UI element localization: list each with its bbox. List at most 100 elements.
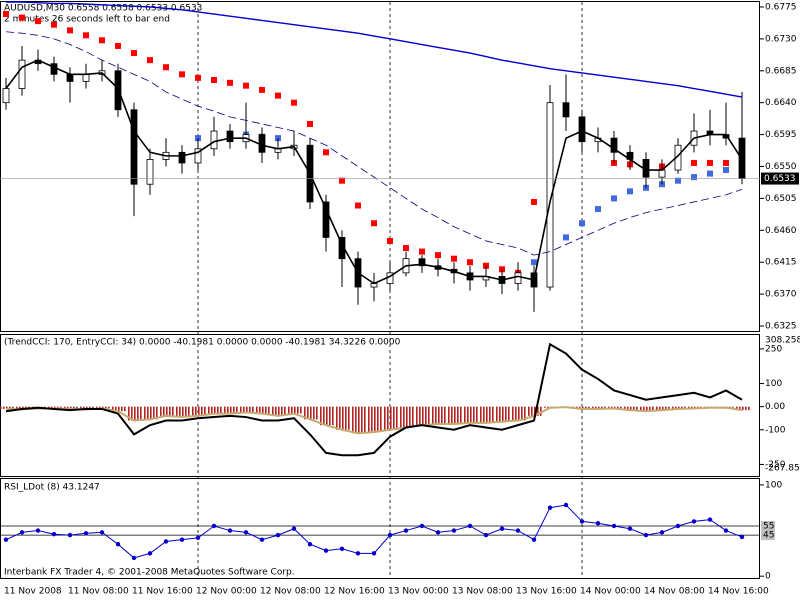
histogram-bar	[659, 406, 661, 411]
histogram-bar	[76, 406, 78, 409]
y-tick-label: 0.6595	[765, 130, 797, 140]
histogram-bar	[598, 406, 600, 409]
chart-title: RSI_LDot (8) 43.1247	[4, 483, 100, 493]
marker	[243, 82, 249, 89]
y-tick-label: 0	[765, 572, 771, 582]
histogram-bar	[739, 406, 741, 411]
histogram-bar	[470, 406, 472, 423]
histogram-bar	[307, 406, 309, 420]
marker	[531, 198, 537, 205]
histogram-bar	[3, 406, 5, 409]
marker	[307, 120, 313, 127]
marker	[355, 202, 361, 209]
histogram-bar	[406, 406, 408, 428]
histogram-bar	[332, 406, 334, 426]
rsi-dot	[259, 537, 265, 542]
rsi-dot	[19, 530, 25, 535]
rsi-panel	[0, 478, 760, 579]
y-tick-label: 250	[765, 344, 782, 354]
rsi-dot	[659, 530, 665, 535]
marker	[19, 14, 25, 21]
rsi-dot	[723, 528, 729, 533]
marker	[531, 259, 537, 266]
histogram-bar	[489, 406, 491, 423]
marker	[451, 255, 457, 262]
histogram-bar	[640, 406, 642, 412]
histogram-bar	[409, 406, 411, 428]
histogram-bar	[195, 406, 197, 416]
histogram-bar	[9, 406, 11, 409]
histogram-outline	[5, 406, 743, 435]
histogram-bar	[272, 406, 274, 416]
cci-line	[5, 342, 743, 457]
histogram-bar	[227, 406, 229, 414]
histogram-bar	[454, 406, 456, 424]
histogram-bar	[646, 406, 648, 412]
histogram-bar	[595, 406, 597, 409]
histogram-bar	[208, 406, 210, 414]
histogram-bar	[432, 406, 434, 424]
histogram-bar	[361, 406, 363, 434]
histogram-bar	[422, 406, 424, 426]
y-tick-label: 0.6325	[765, 322, 797, 332]
histogram-bar	[534, 406, 536, 416]
price-panel	[0, 1, 760, 332]
x-tick-label: 14 Nov 00:00	[580, 587, 641, 597]
histogram-bar	[124, 406, 126, 412]
histogram-bar	[278, 406, 280, 416]
histogram-bar	[512, 406, 514, 421]
histogram-bar	[499, 406, 501, 422]
histogram-bar	[662, 406, 664, 411]
marker	[723, 159, 729, 166]
histogram-bar	[220, 406, 222, 414]
histogram-bar	[364, 406, 366, 434]
marker	[691, 174, 697, 181]
histogram-bar	[64, 406, 66, 409]
histogram-bar	[656, 406, 658, 411]
rsi-dot	[547, 505, 553, 510]
histogram-bar	[6, 406, 8, 409]
histogram-bar	[166, 406, 168, 416]
histogram-bar	[179, 406, 181, 418]
candle-body	[2, 88, 10, 104]
chart-subtitle: 2 minutes 26 seconds left to bar end	[4, 15, 170, 25]
histogram-bar	[473, 406, 475, 423]
histogram-bar	[265, 406, 267, 414]
y-tick-label: 100	[765, 480, 782, 490]
marker	[259, 86, 265, 93]
histogram-bar	[540, 406, 542, 416]
x-tick-label: 12 Nov 16:00	[324, 587, 385, 597]
rsi-dot	[275, 532, 281, 538]
rsi-dot	[115, 542, 121, 547]
histogram-bar	[748, 406, 750, 411]
marker	[387, 237, 393, 244]
rsi-dot	[419, 523, 425, 529]
histogram-bar	[419, 406, 421, 426]
histogram-bar	[310, 406, 312, 420]
histogram-bar	[252, 406, 254, 413]
histogram-bar	[643, 406, 645, 412]
marker	[707, 159, 713, 166]
histogram-bar	[544, 406, 546, 408]
x-tick-label: 13 Nov 00:00	[388, 587, 449, 597]
histogram-bar	[412, 406, 414, 428]
histogram-bar	[444, 406, 446, 424]
histogram-bar	[96, 406, 98, 409]
candle-body	[82, 73, 90, 82]
histogram-bar	[326, 406, 328, 426]
rsi-dot	[675, 523, 681, 529]
rsi-dot	[339, 546, 345, 552]
histogram-bar	[140, 406, 142, 421]
y-tick-label: 0.6640	[765, 98, 797, 108]
histogram-bar	[275, 406, 277, 416]
histogram-bar	[531, 406, 533, 416]
histogram-bar	[134, 406, 136, 421]
histogram-bar	[681, 406, 683, 409]
rsi-dot	[323, 548, 329, 553]
marker	[691, 159, 697, 166]
candle-body	[130, 109, 138, 185]
histogram-bar	[745, 406, 747, 411]
level-label: 55	[763, 521, 774, 531]
histogram-bar	[502, 406, 504, 422]
histogram-bar	[438, 406, 440, 424]
